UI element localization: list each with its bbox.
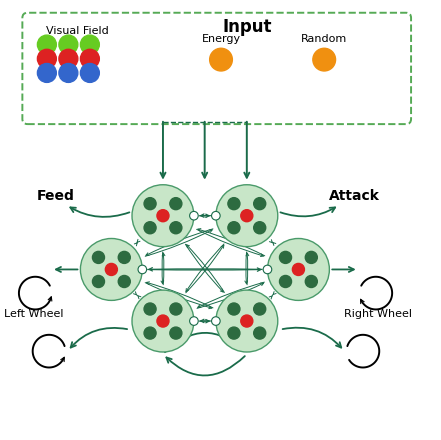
Circle shape	[241, 315, 253, 327]
Circle shape	[254, 198, 266, 210]
Text: Left Wheel: Left Wheel	[4, 309, 64, 319]
Circle shape	[170, 222, 182, 234]
Text: Right Wheel: Right Wheel	[344, 309, 412, 319]
Circle shape	[118, 251, 130, 264]
Circle shape	[212, 317, 220, 325]
Circle shape	[280, 251, 292, 264]
Circle shape	[37, 35, 56, 54]
Circle shape	[228, 303, 240, 315]
Circle shape	[144, 327, 156, 339]
Circle shape	[292, 264, 304, 275]
Circle shape	[132, 290, 194, 352]
Circle shape	[190, 211, 198, 220]
Circle shape	[59, 49, 78, 68]
Circle shape	[80, 63, 99, 82]
Text: Feed: Feed	[37, 189, 75, 203]
Circle shape	[80, 49, 99, 68]
Circle shape	[105, 264, 117, 275]
Circle shape	[228, 198, 240, 210]
Text: Visual Field: Visual Field	[45, 26, 108, 36]
Circle shape	[144, 222, 156, 234]
Circle shape	[118, 275, 130, 287]
Circle shape	[37, 49, 56, 68]
Circle shape	[212, 211, 220, 220]
Circle shape	[228, 327, 240, 339]
Circle shape	[170, 198, 182, 210]
Circle shape	[80, 35, 99, 54]
Circle shape	[144, 303, 156, 315]
Circle shape	[37, 63, 56, 82]
Circle shape	[267, 238, 329, 301]
Circle shape	[132, 185, 194, 247]
Circle shape	[209, 48, 232, 71]
Circle shape	[80, 238, 142, 301]
Text: Attack: Attack	[329, 189, 380, 203]
Circle shape	[254, 222, 266, 234]
Circle shape	[138, 265, 146, 274]
Text: Input: Input	[222, 18, 272, 36]
Circle shape	[157, 210, 169, 222]
Circle shape	[93, 251, 105, 264]
Circle shape	[313, 48, 336, 71]
Text: Energy: Energy	[202, 34, 241, 44]
Circle shape	[59, 63, 78, 82]
Circle shape	[241, 210, 253, 222]
Circle shape	[93, 275, 105, 287]
Circle shape	[216, 185, 278, 247]
Circle shape	[263, 265, 272, 274]
Circle shape	[216, 290, 278, 352]
Circle shape	[305, 251, 318, 264]
Text: Random: Random	[301, 34, 348, 44]
Circle shape	[144, 198, 156, 210]
Circle shape	[305, 275, 318, 287]
Circle shape	[254, 303, 266, 315]
Circle shape	[59, 35, 78, 54]
Circle shape	[254, 327, 266, 339]
Circle shape	[170, 303, 182, 315]
Circle shape	[228, 222, 240, 234]
Circle shape	[170, 327, 182, 339]
Circle shape	[280, 275, 292, 287]
Circle shape	[157, 315, 169, 327]
Circle shape	[190, 317, 198, 325]
